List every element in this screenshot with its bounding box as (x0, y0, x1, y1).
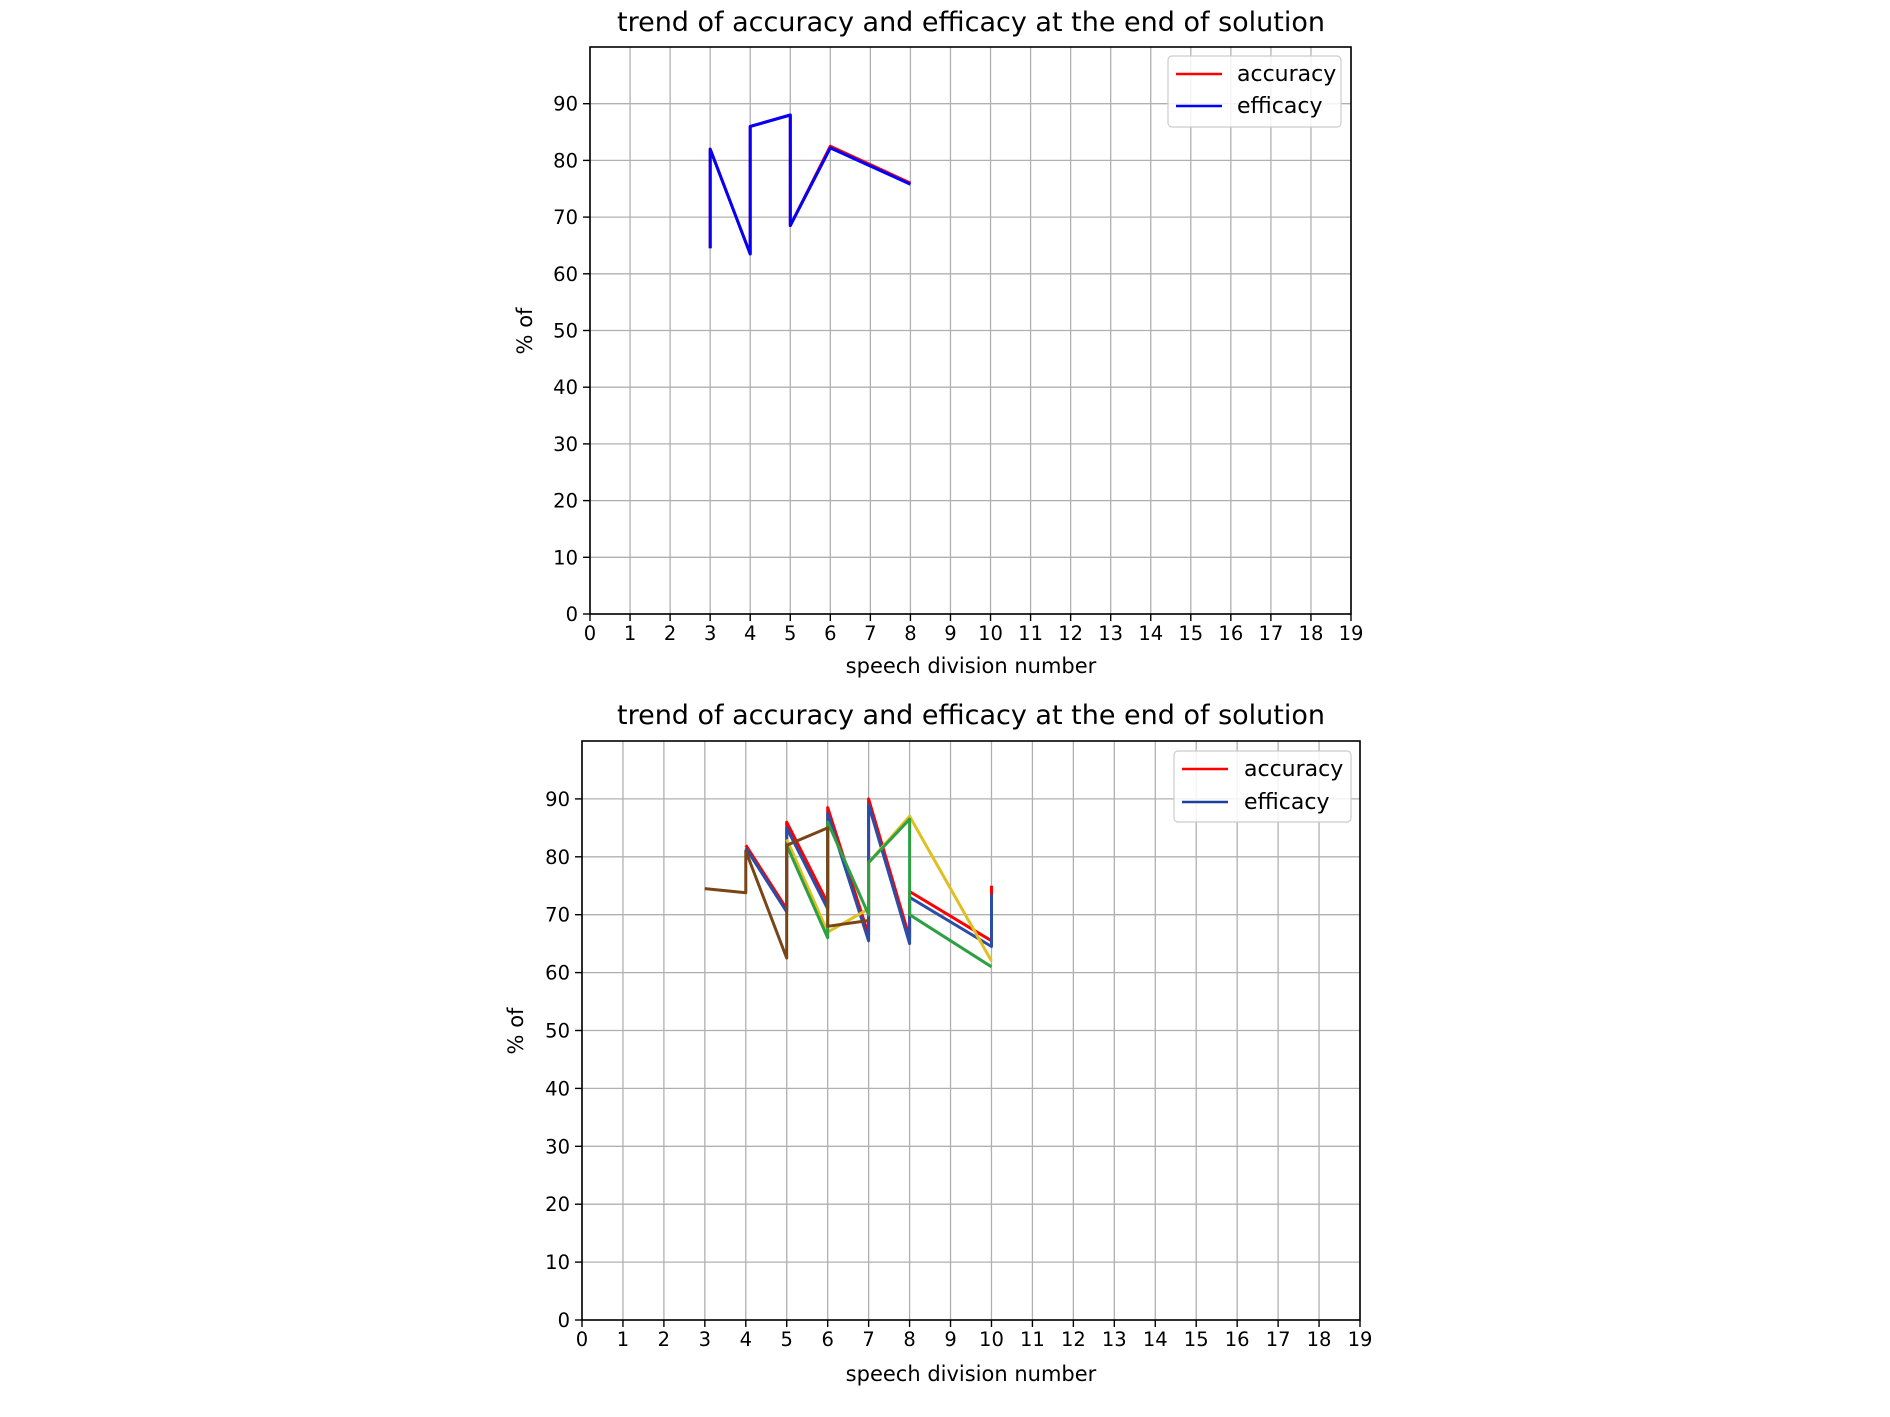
chart-2-legend-efficacy-label: efficacy (1244, 790, 1330, 815)
chart-2: trend of accuracy and efficacy at the en… (504, 700, 1372, 1386)
chart-2-x-tick-label: 12 (1061, 1328, 1086, 1351)
chart-1-grid (589, 47, 1352, 615)
chart-1-y-tick-label: 60 (553, 263, 578, 286)
chart-2-x-tick-label: 17 (1266, 1328, 1291, 1351)
chart-1-x-tick-label: 12 (1058, 622, 1083, 645)
chart-2-x-tick-label: 15 (1184, 1328, 1209, 1351)
chart-2-x-tick-label: 18 (1307, 1328, 1332, 1351)
chart-2-series-4-line (785, 817, 993, 969)
chart-2-x-tick-label: 5 (781, 1328, 793, 1351)
chart-1-x-tick-label: 11 (1018, 622, 1043, 645)
chart-1-x-tick-label: 8 (904, 622, 916, 645)
chart-2-x-tick-label: 7 (862, 1328, 874, 1351)
chart-1-efficacy-line (708, 113, 912, 256)
chart-2-y-tick-label: 60 (545, 962, 570, 985)
chart-1-y-tick-label: 90 (553, 93, 578, 116)
chart-1-legend: accuracy efficacy (1167, 55, 1342, 128)
chart-1-y-tick-label: 0 (566, 603, 578, 626)
chart-1-legend-accuracy-label: accuracy (1237, 62, 1336, 87)
chart-1-title: trend of accuracy and efficacy at the en… (617, 7, 1325, 38)
chart-1-ticks: 0 1 2 3 4 5 6 7 8 9 10 11 12 13 14 15 16 17 18 190102030405… (553, 93, 1363, 645)
chart-2-grid (581, 741, 1361, 1321)
chart-1-x-tick-label: 4 (744, 622, 756, 645)
chart-1-x-tick-label: 3 (704, 622, 716, 645)
chart-1-x-tick-label: 16 (1218, 622, 1243, 645)
chart-2-y-tick-label: 70 (545, 904, 570, 927)
chart-2-x-tick-label: 3 (699, 1328, 711, 1351)
chart-2-x-tick-label: 16 (1225, 1328, 1250, 1351)
chart-1-x-tick-label: 10 (978, 622, 1003, 645)
chart-2-series-5-line (704, 826, 869, 960)
chart-2-x-tick-label: 9 (944, 1328, 956, 1351)
chart-2-x-tick-label: 1 (617, 1328, 629, 1351)
chart-1-x-tick-label: 6 (824, 622, 836, 645)
chart-2-y-tick-label: 50 (545, 1020, 570, 1043)
chart-2-title: trend of accuracy and efficacy at the en… (617, 700, 1325, 731)
chart-2-x-tick-label: 19 (1348, 1328, 1373, 1351)
chart-1-y-axis-label: % of (513, 307, 537, 354)
chart-2-x-tick-label: 4 (740, 1328, 752, 1351)
chart-2-x-tick-label: 14 (1143, 1328, 1168, 1351)
chart-2-x-tick-label: 2 (658, 1328, 670, 1351)
chart-1-legend-efficacy-label: efficacy (1237, 94, 1323, 119)
chart-1-y-tick-label: 50 (553, 320, 578, 343)
chart-2-series (704, 797, 993, 969)
chart-2-x-tick-label: 11 (1020, 1328, 1045, 1351)
chart-1-x-tick-label: 15 (1178, 622, 1203, 645)
chart-1-y-tick-label: 80 (553, 149, 578, 172)
chart-1-y-tick-label: 70 (553, 206, 578, 229)
chart-1-x-tick-label: 0 (584, 622, 596, 645)
chart-2-y-tick-label: 40 (545, 1077, 570, 1100)
chart-2-ticks: 0 1 2 3 4 5 6 7 8 9 10 11 12 13 14 15 16 17 18 190102030405… (545, 788, 1372, 1351)
chart-1-y-tick-label: 30 (553, 433, 578, 456)
chart-2-x-tick-label: 6 (821, 1328, 833, 1351)
chart-2-x-tick-label: 0 (576, 1328, 588, 1351)
chart-2-y-tick-label: 30 (545, 1135, 570, 1158)
chart-1-x-tick-label: 13 (1098, 622, 1123, 645)
chart-2-x-tick-label: 8 (903, 1328, 915, 1351)
chart-2-legend-accuracy-label: accuracy (1244, 757, 1343, 782)
chart-2-y-tick-label: 80 (545, 846, 570, 869)
chart-2-x-tick-label: 10 (979, 1328, 1004, 1351)
chart-1-x-tick-label: 19 (1339, 622, 1364, 645)
chart-1-y-tick-label: 40 (553, 376, 578, 399)
chart-2-y-tick-label: 20 (545, 1193, 570, 1216)
chart-1-x-tick-label: 17 (1258, 622, 1283, 645)
chart-1-x-tick-label: 5 (784, 622, 796, 645)
chart-2-y-tick-label: 90 (545, 788, 570, 811)
chart-2-y-axis-label: % of (504, 1007, 528, 1054)
chart-2-x-tick-label: 13 (1102, 1328, 1127, 1351)
chart-1-x-tick-label: 18 (1299, 622, 1324, 645)
chart-1-y-tick-label: 20 (553, 490, 578, 513)
chart-2-y-tick-label: 0 (558, 1309, 570, 1332)
chart-2-x-axis-label: speech division number (846, 1362, 1097, 1386)
chart-1-x-tick-label: 7 (864, 622, 876, 645)
chart-1-x-axis-label: speech division number (846, 654, 1097, 678)
chart-1-x-tick-label: 9 (944, 622, 956, 645)
chart-1-x-tick-label: 1 (624, 622, 636, 645)
chart-1-x-tick-label: 2 (664, 622, 676, 645)
chart-2-legend: accuracy efficacy (1173, 750, 1352, 823)
chart-1-series (708, 113, 912, 256)
chart-1-y-tick-label: 10 (553, 546, 578, 569)
chart-2-y-tick-label: 10 (545, 1251, 570, 1274)
chart-1-x-tick-label: 14 (1138, 622, 1163, 645)
chart-1: trend of accuracy and efficacy at the en… (513, 7, 1363, 678)
